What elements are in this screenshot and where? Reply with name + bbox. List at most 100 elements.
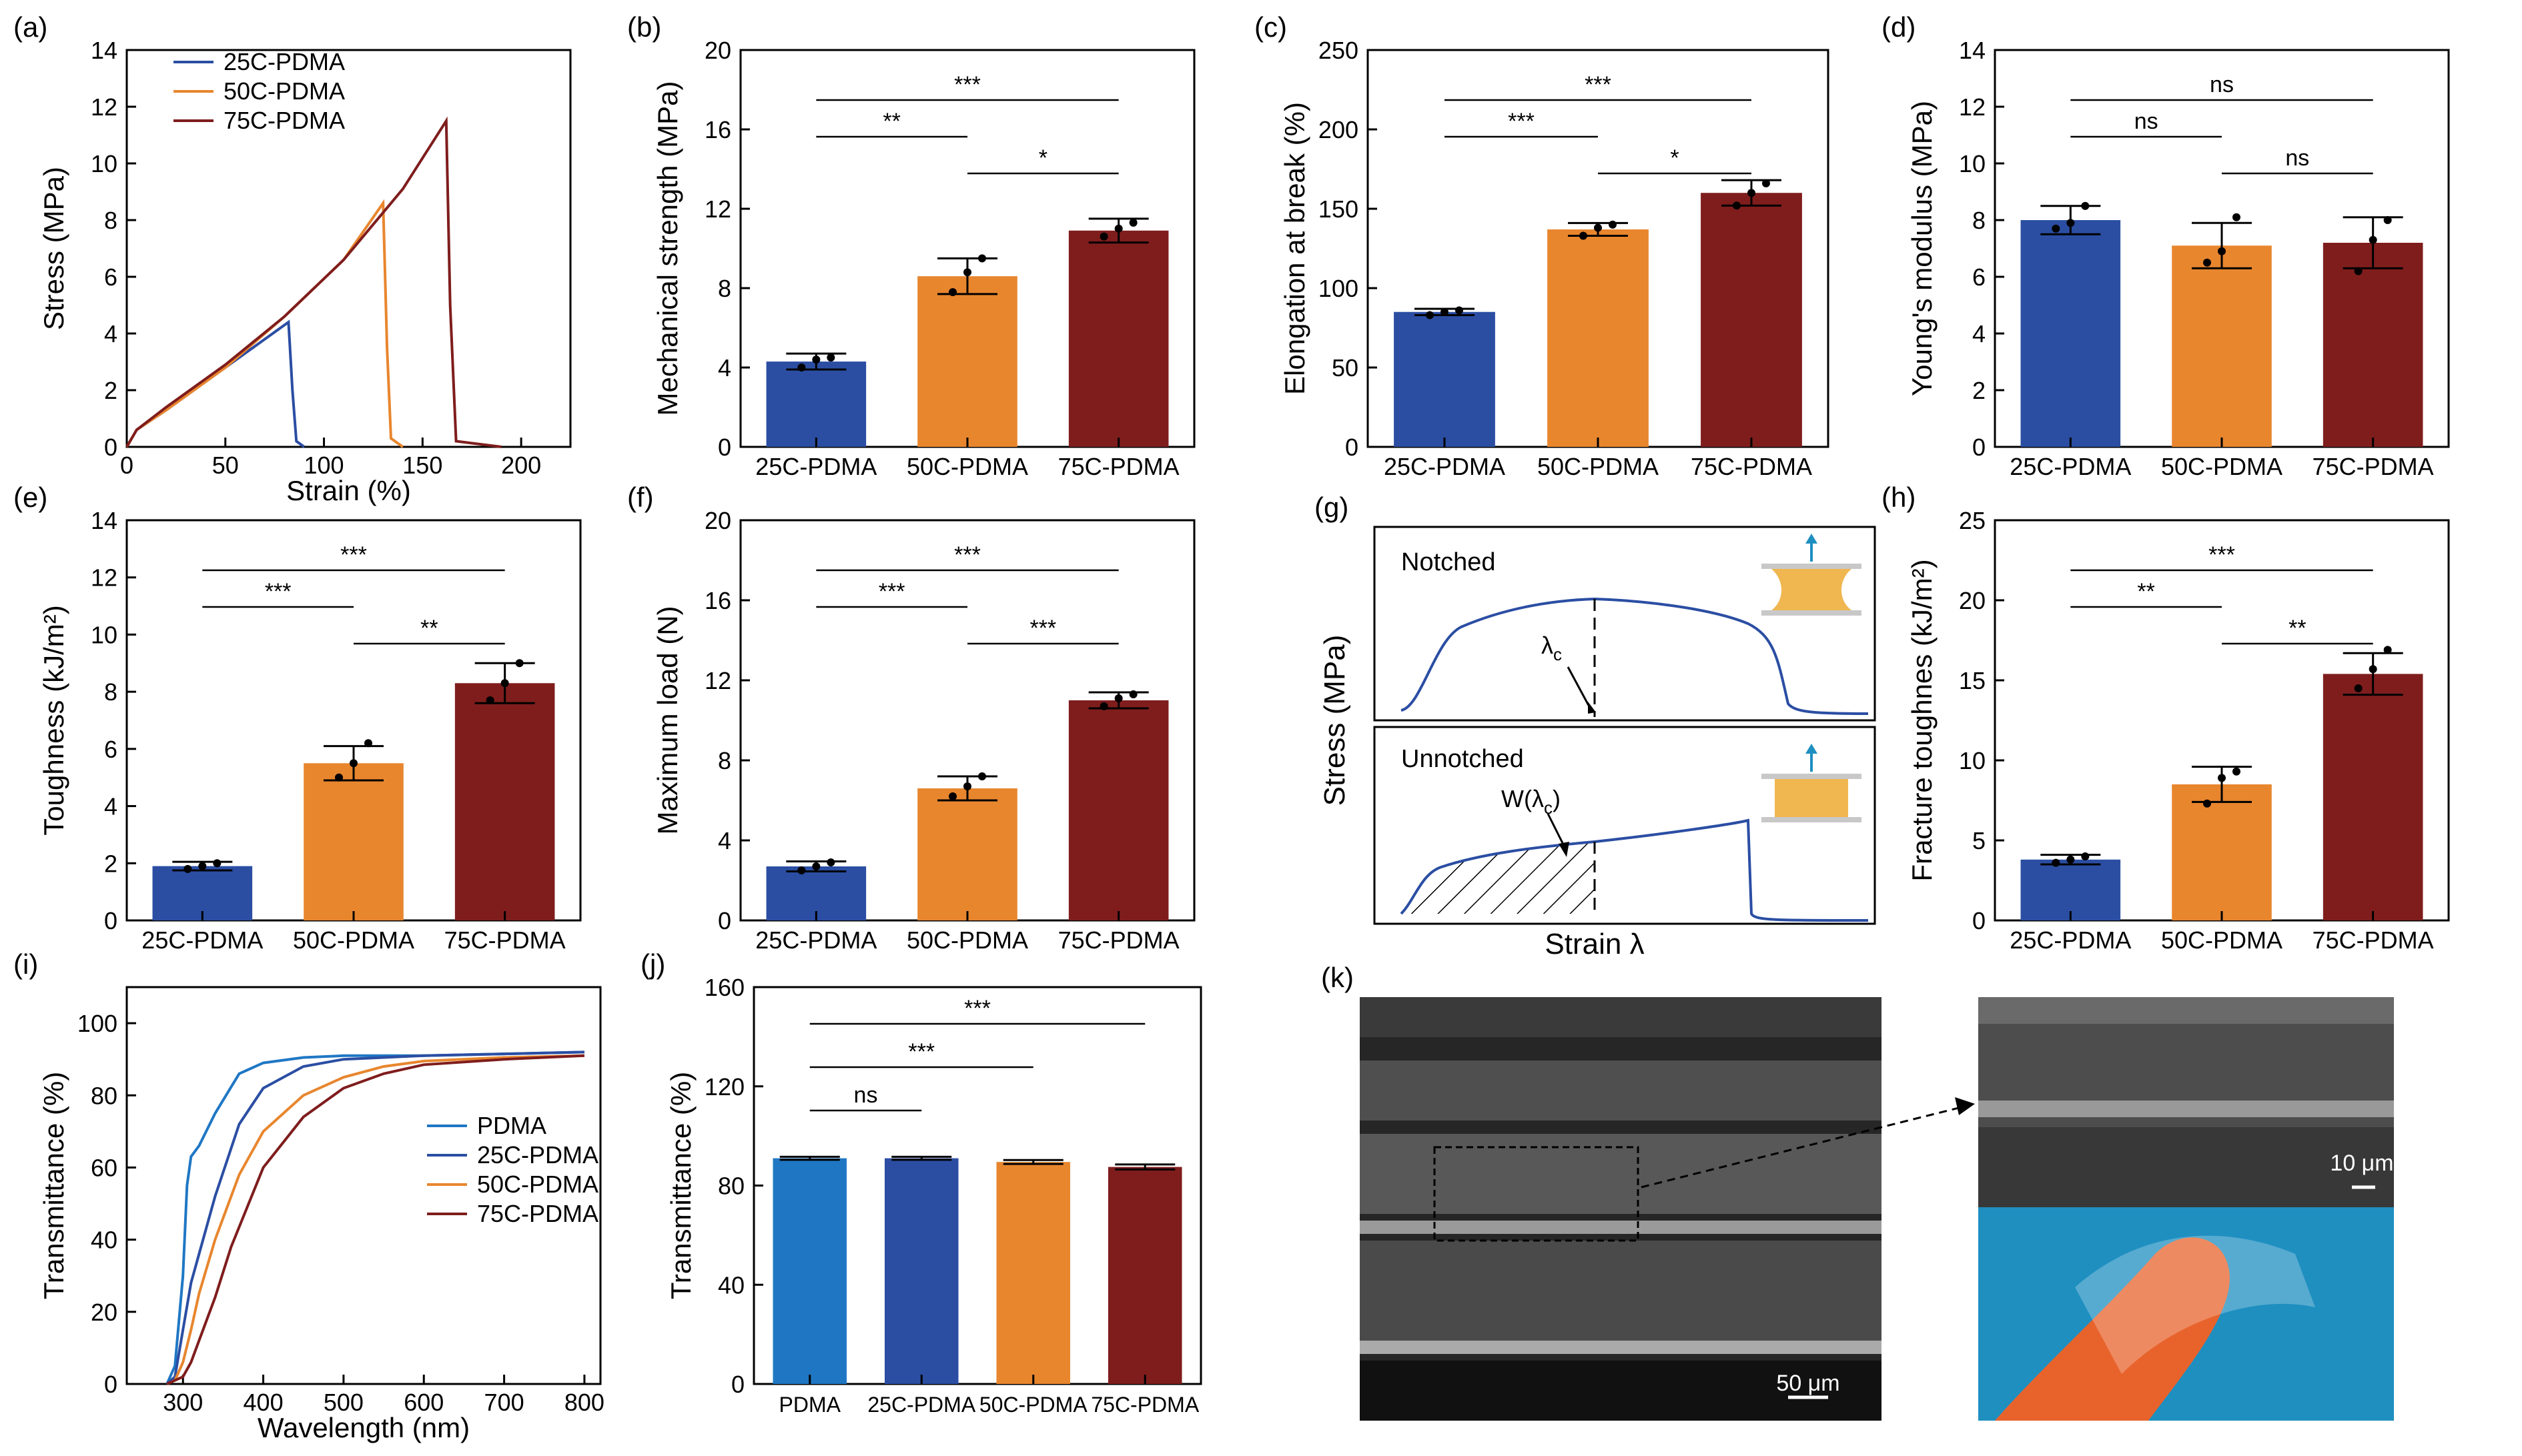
y-tick-label: 40 [91, 1227, 117, 1254]
y-tick-label: 12 [705, 667, 731, 694]
data-point [1440, 307, 1448, 316]
x-tick-label: 800 [564, 1389, 604, 1416]
category-label: 25C-PDMA [1384, 453, 1505, 480]
y-tick-label: 16 [705, 587, 731, 614]
y-axis-label: Maximum load (N) [652, 606, 683, 834]
g-work-arrowhead [1559, 842, 1569, 857]
category-label: 75C-PDMA [1058, 926, 1180, 954]
axes-frame [125, 49, 572, 448]
y-axis-label: Toughness (kJ/m²) [38, 605, 69, 835]
y-tick-label: 10 [91, 150, 117, 177]
data-point [350, 759, 358, 768]
panel-label-b: (b) [627, 11, 661, 43]
x-axis-label: Wavelength (nm) [258, 1412, 470, 1443]
data-point [2232, 213, 2240, 221]
category-label: 25C-PDMA [867, 1393, 975, 1417]
x-tick-label: 0 [120, 452, 133, 479]
bar-PDMA [773, 1158, 847, 1384]
data-point [1426, 311, 1434, 319]
bar-50C-PDMA [2172, 245, 2272, 447]
x-axis-label: Strain (%) [286, 475, 411, 506]
bar-25C-PDMA [1394, 311, 1495, 447]
g-bottom-label: Unnotched [1401, 745, 1524, 773]
y-axis-label: Stress (MPa) [38, 167, 69, 330]
y-tick-label: 100 [77, 1010, 117, 1037]
axes-frame [125, 986, 602, 1385]
data-point [1100, 232, 1108, 241]
y-axis-label: Mechanical strength (MPa) [652, 81, 683, 416]
panel-label-f: (f) [627, 482, 654, 513]
data-point [2081, 852, 2090, 860]
y-axis-label: Transmittance (%) [38, 1072, 69, 1300]
y-tick-label: 0 [718, 434, 731, 461]
y-tick-label: 8 [718, 747, 731, 774]
g-notched-curve [1400, 597, 1869, 715]
y-tick-label: 80 [91, 1082, 117, 1109]
category-label: 50C-PDMA [2161, 453, 2282, 480]
sem-image-left: 50 μm [1360, 997, 1881, 1421]
significance-label: ** [883, 109, 900, 134]
y-tick-label: 160 [705, 974, 745, 1001]
scale-label-left: 50 μm [1776, 1371, 1839, 1396]
y-tick-label: 10 [91, 621, 117, 648]
panel-a: (a) 0 2 4 6 8 10 12 14 Stress (MPa) 0 50 100 150 200 St… [13, 11, 572, 506]
data-point [500, 679, 509, 688]
data-point [364, 739, 372, 748]
data-point [2354, 684, 2363, 692]
data-point [1100, 702, 1108, 710]
y-tick-label: 6 [104, 263, 117, 291]
data-point [183, 864, 192, 873]
category-label: 50C-PDMA [293, 926, 414, 954]
g-lambda-label: λc [1541, 632, 1562, 664]
series-line-75C-PDMA [125, 116, 502, 448]
x-tick-label: 700 [484, 1389, 524, 1416]
data-point [2218, 247, 2226, 255]
category-label: 75C-PDMA [2313, 926, 2434, 954]
y-tick-label: 20 [705, 37, 731, 64]
y-tick-label: 20 [91, 1299, 117, 1326]
significance-label: *** [1508, 109, 1535, 134]
y-tick-label: 15 [1959, 667, 1986, 694]
y-tick-label: 4 [104, 793, 117, 820]
g-xlabel: Strain λ [1545, 928, 1644, 960]
series-line-75C-PDMA [166, 1054, 584, 1385]
category-label: 75C-PDMA [2313, 453, 2434, 480]
g-top-label: Notched [1401, 548, 1496, 576]
g-work-arrow [1547, 813, 1566, 848]
data-point [2369, 665, 2377, 674]
data-point [978, 772, 986, 780]
category-label: 75C-PDMA [1691, 453, 1812, 480]
significance-label: *** [954, 72, 981, 97]
y-tick-label: 2 [104, 377, 117, 404]
y-tick-label: 80 [718, 1173, 745, 1200]
data-point [2203, 799, 2211, 808]
data-point [2232, 767, 2240, 776]
data-point [1609, 220, 1617, 229]
y-tick-label: 12 [91, 93, 117, 121]
data-point [2081, 201, 2090, 210]
legend-label: 50C-PDMA [477, 1171, 598, 1198]
sem-image-right: 10 μm [1978, 997, 2394, 1207]
legend-label: 75C-PDMA [224, 107, 345, 134]
x-tick-label: 300 [163, 1389, 203, 1416]
bar-50C-PDMA [2172, 784, 2272, 920]
data-point [2052, 858, 2060, 867]
category-label: 25C-PDMA [141, 926, 263, 954]
category-label: 50C-PDMA [907, 926, 1028, 954]
bar-25C-PDMA [884, 1158, 959, 1384]
y-tick-label: 12 [91, 564, 117, 592]
panel-j: (j) 0 40 80 120 160 Transmittance (%) PDMA 25C-P… [641, 948, 1202, 1417]
significance-label: ns [2210, 72, 2234, 97]
y-tick-label: 8 [104, 207, 117, 234]
data-point [797, 363, 806, 372]
panel-label-h: (h) [1881, 482, 1916, 513]
y-tick-label: 2 [104, 850, 117, 877]
data-point [949, 792, 957, 800]
data-point [1594, 223, 1602, 232]
data-point [1455, 306, 1463, 315]
category-label: 50C-PDMA [907, 453, 1028, 480]
bar-75C-PDMA [1068, 230, 1169, 447]
y-tick-label: 6 [1972, 263, 1986, 291]
data-point [812, 862, 821, 870]
y-tick-label: 4 [1972, 320, 1986, 347]
